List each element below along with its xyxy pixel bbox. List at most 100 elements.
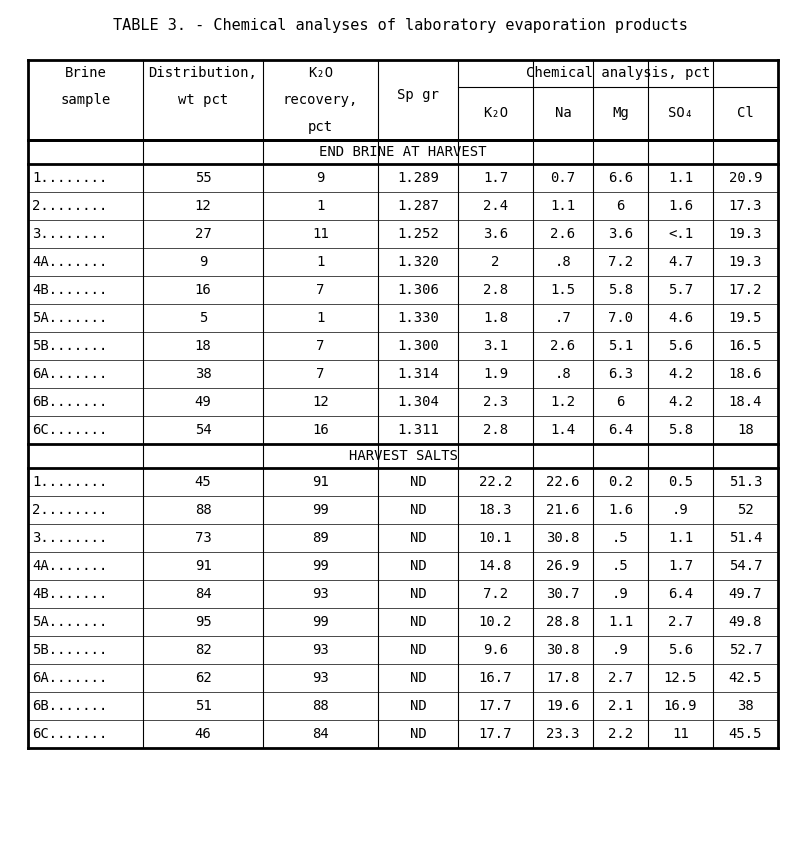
Text: 16: 16: [312, 423, 329, 437]
Text: 16: 16: [194, 283, 211, 297]
Text: 11: 11: [312, 227, 329, 241]
Text: 73: 73: [194, 531, 211, 545]
Text: .8: .8: [554, 255, 571, 269]
Text: 38: 38: [194, 367, 211, 381]
Text: 0.5: 0.5: [668, 475, 693, 489]
Text: 10.2: 10.2: [478, 615, 512, 629]
Text: 4A.......: 4A.......: [32, 559, 107, 573]
Text: 54: 54: [194, 423, 211, 437]
Text: 1: 1: [316, 255, 325, 269]
Text: SO₄: SO₄: [668, 106, 693, 120]
Text: 16.7: 16.7: [478, 671, 512, 685]
Text: 3........: 3........: [32, 531, 107, 545]
Text: 16.5: 16.5: [729, 339, 762, 353]
Text: 5.8: 5.8: [668, 423, 693, 437]
Text: 1.330: 1.330: [397, 311, 439, 325]
Text: Brine: Brine: [65, 67, 106, 80]
Text: 0.7: 0.7: [550, 171, 575, 185]
Text: 7.0: 7.0: [608, 311, 633, 325]
Text: 2.6: 2.6: [550, 339, 575, 353]
Text: K₂O: K₂O: [483, 106, 508, 120]
Text: 21.6: 21.6: [546, 503, 580, 517]
Text: 82: 82: [194, 643, 211, 657]
Text: ND: ND: [410, 643, 426, 657]
Text: 12.5: 12.5: [664, 671, 698, 685]
Text: HARVEST SALTS: HARVEST SALTS: [349, 449, 458, 463]
Text: 4.2: 4.2: [668, 367, 693, 381]
Text: 84: 84: [194, 587, 211, 601]
Text: 11: 11: [672, 727, 689, 741]
Text: 93: 93: [312, 587, 329, 601]
Text: 3.6: 3.6: [483, 227, 508, 241]
Text: 5.7: 5.7: [668, 283, 693, 297]
Text: 5B.......: 5B.......: [32, 643, 107, 657]
Text: 1........: 1........: [32, 475, 107, 489]
Text: 19.6: 19.6: [546, 699, 580, 713]
Text: 4B.......: 4B.......: [32, 587, 107, 601]
Text: 1.1: 1.1: [668, 171, 693, 185]
Text: 2.7: 2.7: [668, 615, 693, 629]
Text: ND: ND: [410, 587, 426, 601]
Text: recovery,: recovery,: [283, 93, 358, 107]
Text: 91: 91: [194, 559, 211, 573]
Text: 5A.......: 5A.......: [32, 311, 107, 325]
Text: 6C.......: 6C.......: [32, 423, 107, 437]
Text: 6.3: 6.3: [608, 367, 633, 381]
Text: ND: ND: [410, 671, 426, 685]
Text: 5B.......: 5B.......: [32, 339, 107, 353]
Text: 1.304: 1.304: [397, 395, 439, 409]
Text: Sp gr: Sp gr: [397, 87, 439, 102]
Text: 9: 9: [316, 171, 325, 185]
Text: 88: 88: [194, 503, 211, 517]
Text: 2.8: 2.8: [483, 283, 508, 297]
Text: 62: 62: [194, 671, 211, 685]
Text: 99: 99: [312, 615, 329, 629]
Text: .8: .8: [554, 367, 571, 381]
Text: Cl: Cl: [737, 106, 754, 120]
Text: 49.8: 49.8: [729, 615, 762, 629]
Text: 51.4: 51.4: [729, 531, 762, 545]
Text: 18.4: 18.4: [729, 395, 762, 409]
Text: 4.6: 4.6: [668, 311, 693, 325]
Text: 1.311: 1.311: [397, 423, 439, 437]
Text: 2.3: 2.3: [483, 395, 508, 409]
Text: 30.8: 30.8: [546, 531, 580, 545]
Text: 55: 55: [194, 171, 211, 185]
Text: 6: 6: [616, 199, 625, 213]
Text: 1.7: 1.7: [668, 559, 693, 573]
Text: 51.3: 51.3: [729, 475, 762, 489]
Text: 17.7: 17.7: [478, 699, 512, 713]
Text: 1.287: 1.287: [397, 199, 439, 213]
Text: 23.3: 23.3: [546, 727, 580, 741]
Text: 5.1: 5.1: [608, 339, 633, 353]
Text: 38: 38: [737, 699, 754, 713]
Text: 3........: 3........: [32, 227, 107, 241]
Text: 2.4: 2.4: [483, 199, 508, 213]
Text: 5.6: 5.6: [668, 643, 693, 657]
Text: 54.7: 54.7: [729, 559, 762, 573]
Text: Mg: Mg: [612, 106, 629, 120]
Text: 1.9: 1.9: [483, 367, 508, 381]
Text: 45.5: 45.5: [729, 727, 762, 741]
Text: 10.1: 10.1: [478, 531, 512, 545]
Text: 16.9: 16.9: [664, 699, 698, 713]
Text: 2........: 2........: [32, 199, 107, 213]
Text: 1.300: 1.300: [397, 339, 439, 353]
Text: 5.8: 5.8: [608, 283, 633, 297]
Text: TABLE 3. - Chemical analyses of laboratory evaporation products: TABLE 3. - Chemical analyses of laborato…: [113, 18, 687, 33]
Text: 1.5: 1.5: [550, 283, 575, 297]
Text: 4.2: 4.2: [668, 395, 693, 409]
Text: 6: 6: [616, 395, 625, 409]
Text: 6B.......: 6B.......: [32, 699, 107, 713]
Text: 99: 99: [312, 503, 329, 517]
Text: 12: 12: [194, 199, 211, 213]
Text: .9: .9: [672, 503, 689, 517]
Text: 30.8: 30.8: [546, 643, 580, 657]
Text: 26.9: 26.9: [546, 559, 580, 573]
Text: 1.6: 1.6: [608, 503, 633, 517]
Text: ND: ND: [410, 559, 426, 573]
Text: K₂O: K₂O: [308, 67, 333, 80]
Text: 89: 89: [312, 531, 329, 545]
Text: .5: .5: [612, 531, 629, 545]
Text: 22.6: 22.6: [546, 475, 580, 489]
